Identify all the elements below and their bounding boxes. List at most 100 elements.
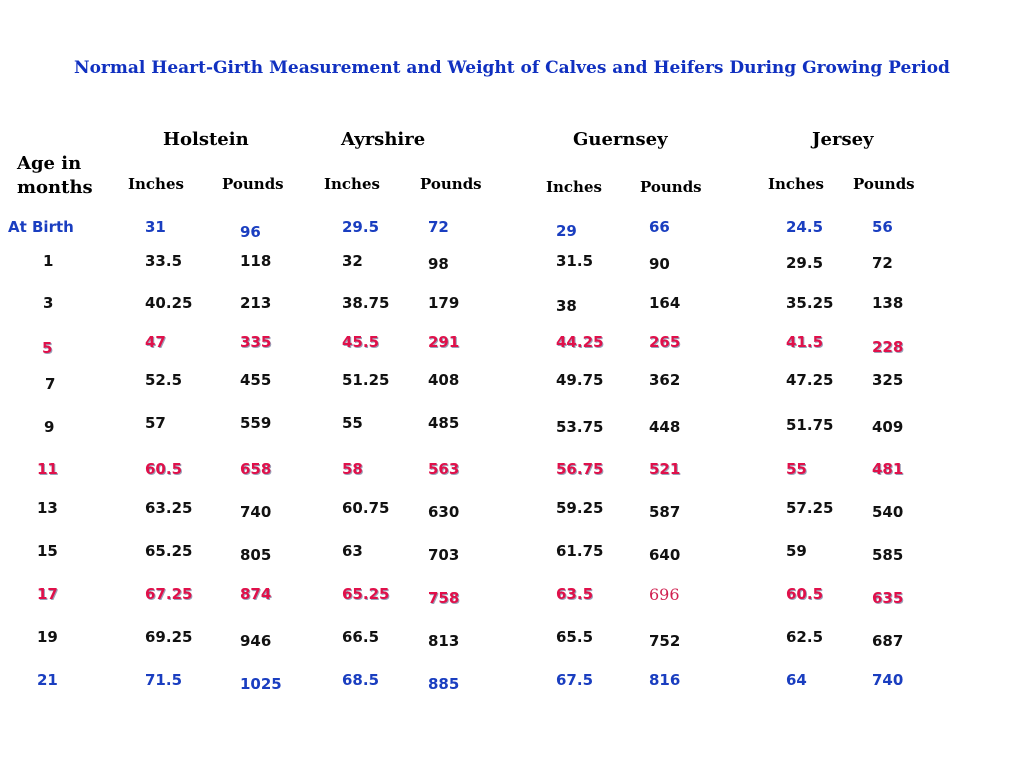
breed-header-guernsey: Guernsey [573,129,668,150]
ayrshire-pounds-header: Pounds [420,175,482,193]
jersey-pounds-cell: 56 [872,218,893,236]
ayrshire-inches-cell: 38.75 [342,294,390,312]
holstein-inches-cell: 65.25 [145,542,193,560]
holstein-inches-cell: 69.25 [145,628,193,646]
guernsey-inches-cell: 67.5 [556,671,594,689]
holstein-pounds-cell: 335 [240,333,272,351]
jersey-inches-cell: 59 [786,542,807,560]
holstein-pounds-cell: 1025 [240,675,282,693]
holstein-inches-cell: 47 [145,333,166,351]
jersey-inches-cell: 24.5 [786,218,824,236]
guernsey-pounds-cell: 90 [649,255,670,273]
jersey-pounds-cell: 138 [872,294,904,312]
jersey-pounds-cell: 687 [872,632,904,650]
age-cell: 3 [43,294,54,312]
ayrshire-pounds-cell: 703 [428,546,460,564]
ayrshire-pounds-cell: 179 [428,294,460,312]
age-cell: 9 [44,418,55,436]
guernsey-pounds-cell: 164 [649,294,681,312]
age-cell: 7 [45,375,56,393]
ayrshire-pounds-cell: 485 [428,414,460,432]
age-column-header: Age in months [17,152,93,200]
holstein-pounds-cell: 118 [240,252,272,270]
age-header-line-2: months [17,177,93,198]
holstein-pounds-cell: 455 [240,371,272,389]
jersey-inches-header: Inches [768,175,824,193]
jersey-inches-cell: 51.75 [786,416,834,434]
jersey-pounds-cell: 325 [872,371,904,389]
jersey-inches-cell: 55 [786,460,807,478]
holstein-inches-cell: 71.5 [145,671,183,689]
guernsey-pounds-cell: 816 [649,671,681,689]
ayrshire-pounds-cell: 563 [428,460,460,478]
age-cell: 5 [42,339,53,357]
jersey-pounds-cell: 409 [872,418,904,436]
holstein-pounds-header: Pounds [222,175,284,193]
guernsey-pounds-cell: 640 [649,546,681,564]
ayrshire-inches-cell: 32 [342,252,363,270]
holstein-inches-cell: 67.25 [145,585,193,603]
ayrshire-pounds-cell: 630 [428,503,460,521]
holstein-pounds-cell: 96 [240,223,261,241]
ayrshire-pounds-cell: 813 [428,632,460,650]
jersey-pounds-cell: 740 [872,671,904,689]
jersey-inches-cell: 41.5 [786,333,824,351]
age-cell: 17 [37,585,58,603]
jersey-inches-cell: 47.25 [786,371,834,389]
age-cell: 19 [37,628,58,646]
ayrshire-inches-cell: 68.5 [342,671,380,689]
breed-header-jersey: Jersey [812,129,874,150]
guernsey-pounds-cell: 696 [649,585,680,604]
ayrshire-inches-cell: 55 [342,414,363,432]
guernsey-inches-cell: 61.75 [556,542,604,560]
age-cell: 13 [37,499,58,517]
guernsey-pounds-cell: 587 [649,503,681,521]
jersey-pounds-header: Pounds [853,175,915,193]
ayrshire-inches-cell: 66.5 [342,628,380,646]
ayrshire-inches-cell: 51.25 [342,371,390,389]
jersey-inches-cell: 35.25 [786,294,834,312]
ayrshire-inches-cell: 58 [342,460,363,478]
guernsey-inches-cell: 29 [556,222,577,240]
holstein-inches-cell: 31 [145,218,166,236]
ayrshire-inches-cell: 29.5 [342,218,380,236]
ayrshire-pounds-cell: 291 [428,333,460,351]
guernsey-inches-cell: 56.75 [556,460,604,478]
guernsey-inches-header: Inches [546,178,602,196]
holstein-pounds-cell: 946 [240,632,272,650]
guernsey-inches-cell: 53.75 [556,418,604,436]
holstein-pounds-cell: 658 [240,460,272,478]
ayrshire-pounds-cell: 758 [428,589,460,607]
holstein-inches-cell: 60.5 [145,460,183,478]
breed-header-holstein: Holstein [163,129,249,150]
guernsey-pounds-cell: 752 [649,632,681,650]
holstein-inches-cell: 33.5 [145,252,183,270]
holstein-pounds-cell: 559 [240,414,272,432]
guernsey-inches-cell: 59.25 [556,499,604,517]
age-cell: 11 [37,460,58,478]
guernsey-inches-cell: 63.5 [556,585,594,603]
age-cell: 1 [43,252,54,270]
ayrshire-inches-cell: 63 [342,542,363,560]
age-header-line-1: Age in [17,153,82,174]
age-cell: 15 [37,542,58,560]
age-cell: At Birth [8,218,74,236]
holstein-inches-cell: 57 [145,414,166,432]
jersey-inches-cell: 64 [786,671,807,689]
guernsey-pounds-cell: 362 [649,371,681,389]
guernsey-pounds-header: Pounds [640,178,702,196]
jersey-inches-cell: 57.25 [786,499,834,517]
guernsey-inches-cell: 31.5 [556,252,594,270]
ayrshire-pounds-cell: 885 [428,675,460,693]
ayrshire-inches-cell: 45.5 [342,333,380,351]
jersey-pounds-cell: 481 [872,460,904,478]
guernsey-inches-cell: 65.5 [556,628,594,646]
age-cell: 21 [37,671,58,689]
ayrshire-pounds-cell: 408 [428,371,460,389]
ayrshire-inches-cell: 60.75 [342,499,390,517]
holstein-inches-cell: 52.5 [145,371,183,389]
holstein-inches-cell: 63.25 [145,499,193,517]
page-title: Normal Heart-Girth Measurement and Weigh… [74,58,950,78]
holstein-pounds-cell: 740 [240,503,272,521]
ayrshire-pounds-cell: 98 [428,255,449,273]
